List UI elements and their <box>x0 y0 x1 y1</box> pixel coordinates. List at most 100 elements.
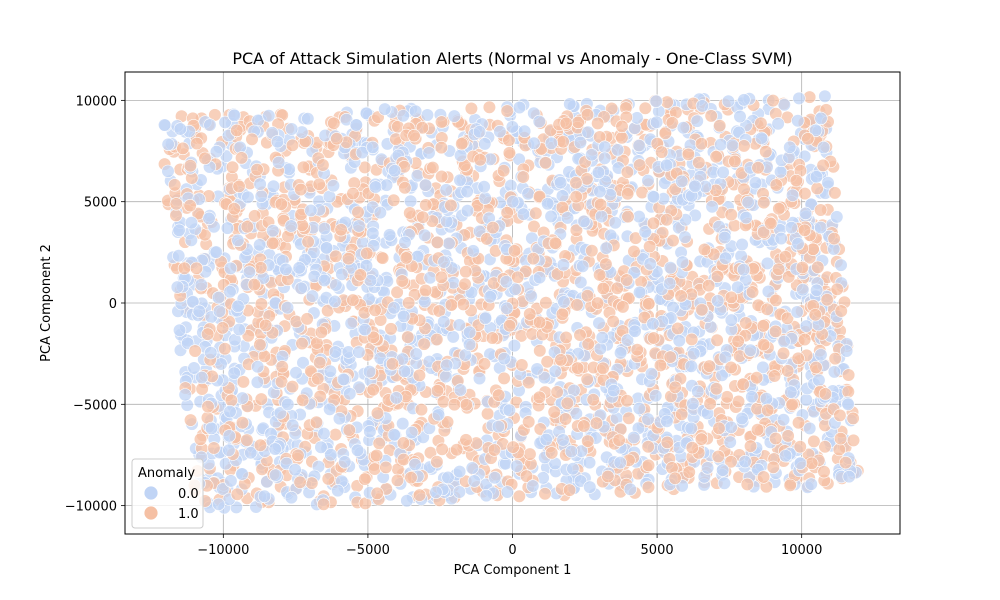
point-normal <box>366 226 380 240</box>
point-normal <box>827 365 842 379</box>
point-anomaly <box>511 270 525 284</box>
point-normal <box>202 211 216 225</box>
point-normal <box>809 170 824 184</box>
point-normal <box>773 165 788 179</box>
point-normal <box>437 315 451 329</box>
point-anomaly <box>581 434 595 448</box>
point-anomaly <box>230 123 244 137</box>
point-anomaly <box>633 158 647 172</box>
point-anomaly <box>653 358 668 373</box>
point-anomaly <box>841 368 856 382</box>
point-normal <box>798 206 813 220</box>
point-normal <box>493 125 507 139</box>
point-normal <box>358 323 372 337</box>
point-normal <box>684 359 698 373</box>
point-normal <box>530 362 544 376</box>
point-anomaly <box>402 296 416 310</box>
point-normal <box>224 474 238 488</box>
legend-marker-anomaly <box>143 505 159 521</box>
point-normal <box>502 403 516 417</box>
point-anomaly <box>628 231 643 245</box>
point-anomaly <box>559 116 573 130</box>
point-normal <box>418 228 432 242</box>
point-anomaly <box>740 477 754 492</box>
point-anomaly <box>846 433 861 448</box>
point-normal <box>516 207 531 221</box>
point-normal <box>222 429 236 443</box>
point-normal <box>754 131 769 145</box>
point-anomaly <box>416 210 430 224</box>
point-normal <box>593 342 608 356</box>
point-normal <box>812 373 826 387</box>
point-anomaly <box>620 394 634 408</box>
point-normal <box>724 420 738 434</box>
point-normal <box>422 146 436 160</box>
point-anomaly <box>360 246 374 260</box>
point-normal <box>364 274 378 288</box>
point-normal <box>663 261 678 275</box>
point-anomaly <box>808 308 822 322</box>
point-anomaly <box>750 371 764 385</box>
point-anomaly <box>754 116 768 130</box>
point-normal <box>834 258 848 272</box>
y-tick-label: −10000 <box>65 500 117 515</box>
point-anomaly <box>769 293 783 308</box>
point-normal <box>272 155 286 170</box>
point-normal <box>613 456 627 470</box>
point-normal <box>323 402 337 416</box>
point-anomaly <box>235 416 250 430</box>
point-anomaly <box>434 141 449 155</box>
x-axis-ticks: −10000 −5000 0 5000 10000 <box>197 534 822 558</box>
point-normal <box>204 346 218 360</box>
point-normal <box>472 125 487 139</box>
point-anomaly <box>435 169 449 184</box>
point-anomaly <box>346 186 360 201</box>
point-anomaly <box>795 260 810 275</box>
point-anomaly <box>368 303 382 317</box>
point-anomaly <box>227 202 241 216</box>
point-normal <box>317 427 331 441</box>
point-anomaly <box>724 360 738 375</box>
point-anomaly <box>596 361 610 375</box>
point-normal <box>736 263 751 277</box>
point-normal <box>460 184 474 199</box>
point-anomaly <box>507 244 522 258</box>
point-anomaly <box>398 181 412 195</box>
point-anomaly <box>761 403 775 417</box>
point-anomaly <box>396 436 411 450</box>
point-normal <box>608 216 622 230</box>
point-normal <box>387 428 401 442</box>
point-normal <box>397 364 412 378</box>
point-anomaly <box>789 174 803 188</box>
point-anomaly <box>641 480 656 494</box>
point-normal <box>799 319 814 333</box>
point-normal <box>716 165 730 179</box>
point-anomaly <box>739 316 753 330</box>
point-normal <box>532 114 546 129</box>
point-normal <box>343 387 357 401</box>
point-anomaly <box>198 151 212 165</box>
point-normal <box>821 176 835 190</box>
point-anomaly <box>486 221 500 235</box>
point-normal <box>733 109 747 124</box>
point-normal <box>690 114 704 128</box>
point-normal <box>641 174 655 188</box>
point-anomaly <box>329 249 343 263</box>
point-normal <box>460 204 475 218</box>
point-normal <box>222 443 236 457</box>
point-normal <box>686 397 700 411</box>
point-anomaly <box>216 321 230 335</box>
point-normal <box>331 484 345 498</box>
point-anomaly <box>580 372 594 386</box>
point-anomaly <box>516 170 530 184</box>
point-anomaly <box>605 101 619 116</box>
point-normal <box>472 371 487 386</box>
point-anomaly <box>759 145 773 159</box>
point-normal <box>352 345 366 359</box>
point-anomaly <box>313 356 327 370</box>
point-normal <box>224 261 238 276</box>
point-anomaly <box>379 460 393 475</box>
point-anomaly <box>459 433 473 447</box>
point-normal <box>477 180 491 194</box>
point-normal <box>563 97 577 111</box>
